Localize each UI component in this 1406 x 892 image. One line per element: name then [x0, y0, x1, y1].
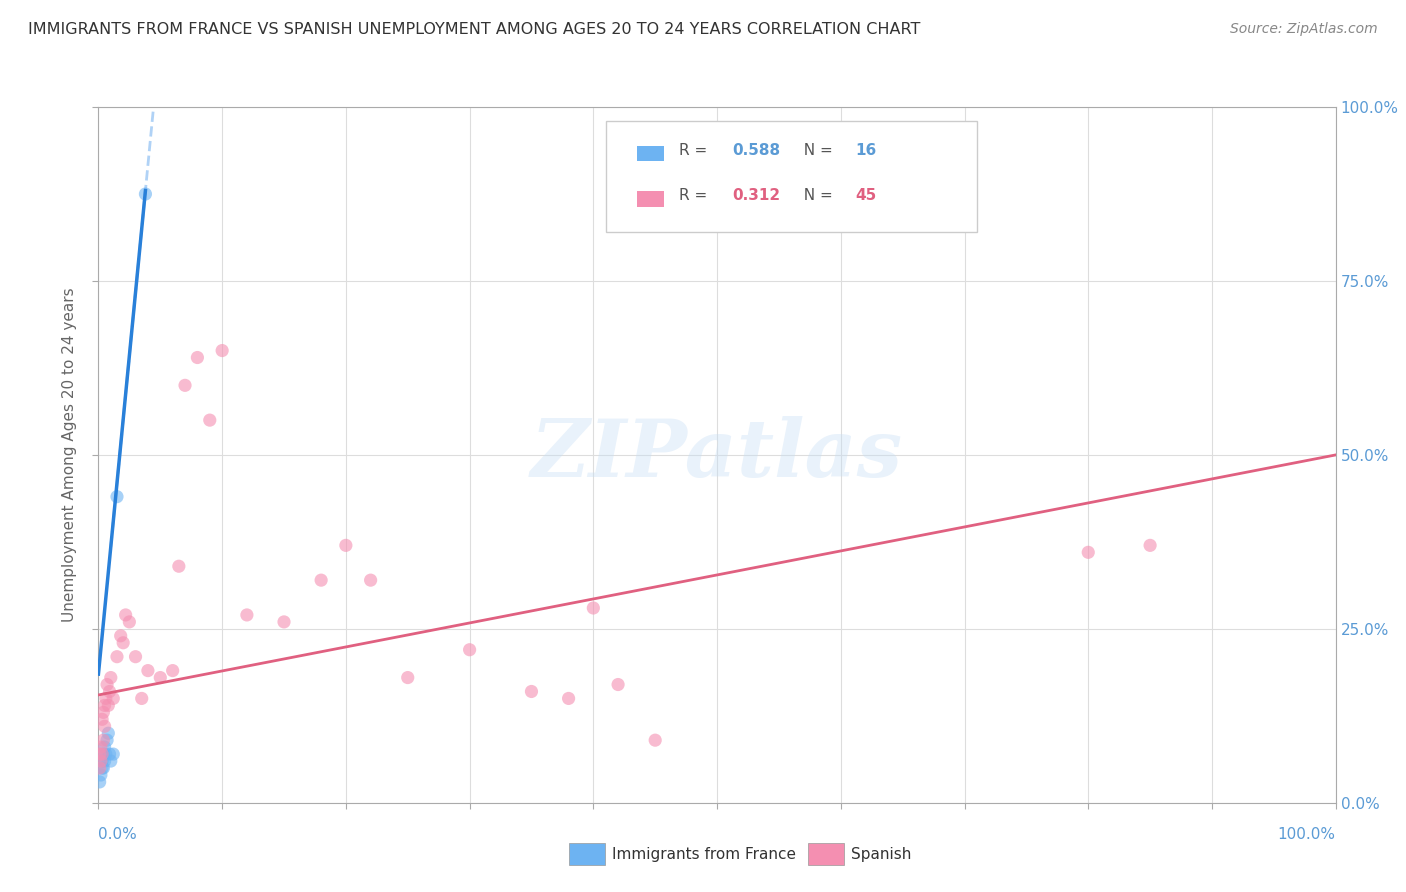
Point	[105, 649, 128, 664]
Text: 0.0%: 0.0%	[98, 827, 138, 841]
Point	[94, 747, 117, 761]
Point	[96, 733, 118, 747]
Point	[162, 664, 184, 678]
Point	[607, 677, 630, 691]
Point	[103, 747, 125, 761]
Point	[97, 726, 120, 740]
Point	[90, 740, 112, 755]
Point	[91, 754, 114, 768]
Text: 16: 16	[856, 143, 877, 158]
Point	[1139, 538, 1161, 552]
Point	[89, 747, 111, 761]
Point	[131, 691, 153, 706]
Point	[93, 740, 115, 755]
Point	[211, 343, 233, 358]
Point	[236, 607, 259, 622]
Point	[273, 615, 295, 629]
Point	[110, 629, 132, 643]
Bar	[637, 146, 664, 161]
Point	[93, 761, 115, 775]
Point	[93, 733, 115, 747]
Point	[114, 607, 136, 622]
Text: IMMIGRANTS FROM FRANCE VS SPANISH UNEMPLOYMENT AMONG AGES 20 TO 24 YEARS CORRELA: IMMIGRANTS FROM FRANCE VS SPANISH UNEMPL…	[28, 22, 921, 37]
Point	[93, 698, 115, 713]
Text: 0.312: 0.312	[733, 188, 780, 202]
Point	[94, 691, 117, 706]
Text: 100.0%: 100.0%	[1278, 827, 1336, 841]
Point	[198, 413, 221, 427]
Text: ZIPatlas: ZIPatlas	[531, 417, 903, 493]
Point	[167, 559, 190, 574]
Point	[93, 706, 115, 720]
Text: Source: ZipAtlas.com: Source: ZipAtlas.com	[1230, 22, 1378, 37]
Point	[118, 615, 141, 629]
FancyBboxPatch shape	[606, 121, 977, 232]
Text: N =: N =	[794, 188, 842, 202]
Point	[360, 573, 382, 587]
Point	[557, 691, 579, 706]
Point	[93, 754, 115, 768]
Point	[112, 636, 135, 650]
Point	[105, 490, 128, 504]
Point	[90, 754, 112, 768]
Point	[149, 671, 172, 685]
Point	[97, 698, 120, 713]
Point	[89, 761, 111, 775]
Text: 45: 45	[856, 188, 877, 202]
Point	[1077, 545, 1099, 559]
Point	[89, 775, 111, 789]
Point	[98, 684, 121, 698]
Point	[186, 351, 208, 365]
Point	[644, 733, 666, 747]
Text: N =: N =	[794, 143, 842, 158]
Point	[458, 642, 481, 657]
Text: R =: R =	[679, 188, 717, 202]
Point	[90, 768, 112, 782]
Point	[96, 677, 118, 691]
Point	[100, 754, 122, 768]
Point	[136, 664, 159, 678]
Point	[124, 649, 146, 664]
Text: Spanish: Spanish	[851, 847, 911, 862]
Point	[91, 712, 114, 726]
Point	[582, 601, 605, 615]
Point	[174, 378, 197, 392]
Point	[103, 691, 125, 706]
Point	[93, 747, 115, 761]
Point	[309, 573, 332, 587]
Point	[98, 747, 121, 761]
Point	[93, 719, 115, 733]
Point	[91, 761, 114, 775]
Point	[91, 747, 114, 761]
Text: R =: R =	[679, 143, 717, 158]
Point	[520, 684, 543, 698]
Point	[396, 671, 419, 685]
Point	[100, 671, 122, 685]
Point	[335, 538, 357, 552]
Bar	[637, 191, 664, 207]
Text: 0.588: 0.588	[733, 143, 780, 158]
Text: Immigrants from France: Immigrants from France	[612, 847, 796, 862]
Y-axis label: Unemployment Among Ages 20 to 24 years: Unemployment Among Ages 20 to 24 years	[62, 287, 77, 623]
Point	[134, 187, 156, 202]
